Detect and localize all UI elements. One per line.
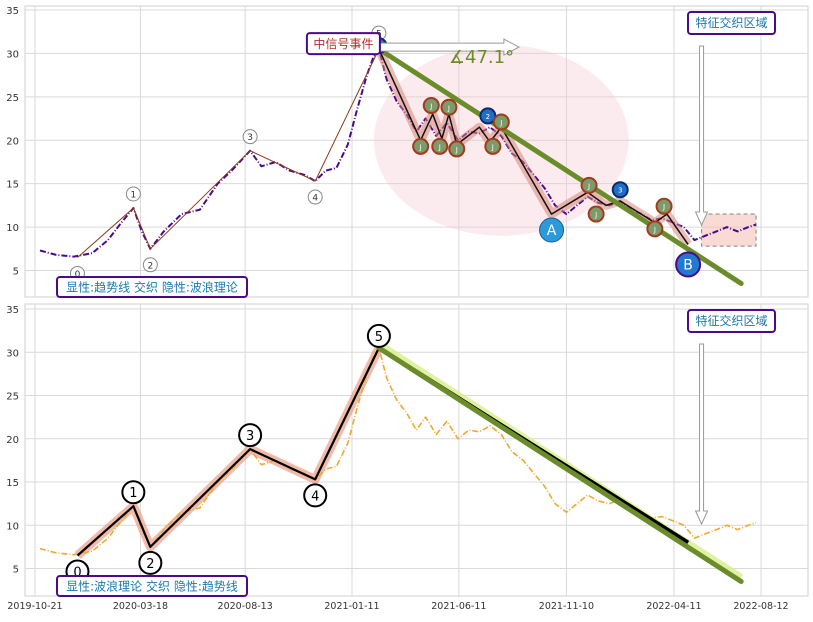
- downtrend-line: [376, 46, 744, 287]
- x-tick-label: 2020-03-18: [113, 601, 168, 612]
- signal-marker-label: J: [419, 143, 422, 151]
- y-tick-label: 5: [13, 267, 19, 278]
- signal-marker: [646, 220, 664, 238]
- signal-marker: [431, 137, 449, 155]
- y-tick-label: 30: [6, 49, 19, 60]
- signal-marker: [484, 137, 502, 155]
- y-tick-label: 15: [6, 478, 19, 489]
- signal-marker: [611, 181, 629, 199]
- wave-point-label: 2: [146, 557, 154, 572]
- x-tick-label: 2021-01-11: [324, 601, 379, 612]
- wave-point-label: 0: [75, 270, 81, 280]
- signal-marker-label: J: [662, 203, 665, 211]
- x-tick-label: 2021-06-11: [431, 601, 486, 612]
- signal-marker: [422, 97, 440, 115]
- mode-legend-box: [56, 575, 248, 597]
- wave-point-label: 0: [73, 566, 81, 581]
- mode-legend-box: [56, 276, 248, 298]
- wave-point-label: 1: [129, 486, 137, 501]
- plot-frame: [24, 303, 809, 597]
- y-tick-label: 30: [6, 348, 19, 359]
- signal-marker: [580, 176, 598, 194]
- wave-point-label: 5: [375, 330, 383, 345]
- wave-point-marker: [125, 186, 141, 202]
- signal-marker-label: J: [455, 146, 458, 154]
- signal-marker-label: 3: [618, 187, 622, 195]
- signal-marker-label: J: [594, 211, 597, 219]
- wave-line: [76, 347, 380, 557]
- down-arrow: [694, 343, 709, 526]
- signal-marker-label: J: [429, 103, 432, 111]
- y-tick-label: 20: [6, 435, 19, 446]
- signal-marker: [448, 140, 466, 158]
- y-tick-label: 20: [6, 136, 19, 147]
- signal-marker-label: J: [499, 119, 502, 127]
- wave-point-marker: [303, 483, 328, 508]
- signal-marker: [587, 205, 605, 223]
- wave-point-label: 4: [311, 489, 319, 504]
- y-tick-label: 25: [6, 392, 19, 403]
- crossover-region-label: 特征交织区域: [695, 15, 767, 30]
- highlight-box: [701, 213, 757, 247]
- down-arrow: [694, 45, 709, 227]
- angle-label: ∡47.1°: [449, 47, 514, 68]
- x-tick-label: 2019-10-21: [7, 601, 62, 612]
- signal-marker-label: J: [438, 143, 441, 151]
- horizontal-arrow: [378, 38, 520, 56]
- signal-marker-label: J: [653, 226, 656, 234]
- wave-point-marker: [142, 257, 158, 273]
- panel-top: 51015202530350123451JJJJJ2JJJJ3JJAB中信号事件…: [6, 5, 809, 298]
- signal-marker: [492, 113, 510, 131]
- point-a-label: A: [547, 223, 557, 239]
- crossover-region-label: 特征交织区域: [695, 313, 767, 328]
- downtrend-line: [376, 345, 744, 584]
- wave-point-label: 3: [246, 429, 254, 444]
- y-tick-label: 10: [6, 223, 19, 234]
- x-tick-label: 2021-11-10: [539, 601, 594, 612]
- wave-point-label: 2: [147, 261, 153, 271]
- point-b-label: B: [683, 257, 693, 273]
- signal-marker: [440, 98, 458, 116]
- highlight-ellipse: [373, 44, 629, 236]
- wave-point-label: 4: [312, 194, 318, 204]
- y-tick-label: 5: [13, 565, 19, 576]
- x-tick-label: 2022-04-11: [646, 601, 701, 612]
- y-tick-label: 35: [6, 305, 19, 316]
- x-tick-label: 2020-08-13: [218, 601, 273, 612]
- event-label-box: [305, 32, 381, 56]
- signal-marker-label: J: [587, 182, 590, 190]
- wave-point-marker: [138, 550, 163, 575]
- signal-marker: [655, 197, 673, 215]
- wave-point-label: 3: [247, 133, 253, 143]
- mode-legend-label: 显性:趋势线 交织 隐性:波浪理论: [66, 280, 238, 295]
- point-a-marker: [539, 217, 565, 243]
- signal-marker: [412, 137, 430, 155]
- signal-marker-label: 2: [486, 113, 490, 121]
- signal-marker-label: J: [447, 104, 450, 112]
- crossover-region-box: [687, 309, 776, 333]
- wave-point-marker: [238, 423, 263, 448]
- y-tick-label: 15: [6, 180, 19, 191]
- crossover-region-box: [687, 11, 776, 35]
- event-label: 中信号事件: [313, 36, 373, 51]
- y-tick-label: 10: [6, 521, 19, 532]
- signal-marker: [479, 107, 497, 125]
- wave-point-marker: [121, 480, 146, 505]
- wave-point-marker: [366, 323, 391, 348]
- wave-point-marker: [307, 189, 323, 205]
- y-tick-label: 25: [6, 93, 19, 104]
- wave-line: [77, 48, 380, 258]
- wave-point-marker: [242, 129, 258, 145]
- x-tick-label: 2022-08-12: [733, 601, 788, 612]
- zigzag-line: [378, 48, 689, 245]
- mode-legend-label: 显性:波浪理论 交织 隐性:趋势线: [66, 579, 238, 594]
- signal-marker-label: J: [491, 143, 494, 151]
- wave-point-label: 1: [130, 190, 136, 200]
- y-tick-label: 35: [6, 6, 19, 17]
- point-b-marker: [675, 251, 702, 278]
